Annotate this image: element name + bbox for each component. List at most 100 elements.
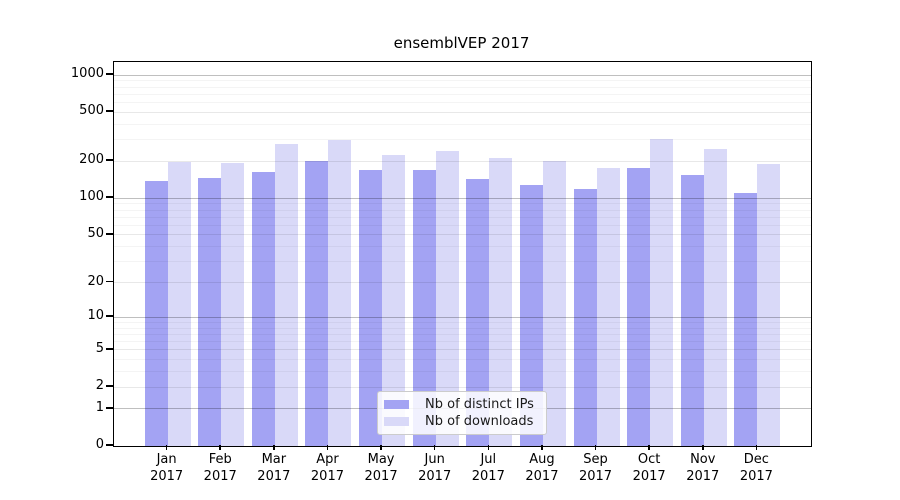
gridline	[114, 349, 811, 351]
gridline	[114, 234, 811, 236]
bar-downloads	[382, 154, 406, 446]
x-tick-label: Mar 2017	[257, 452, 291, 484]
plot-area	[113, 61, 812, 447]
bar-downloads	[328, 139, 352, 446]
y-tick-label: 1000	[70, 66, 104, 82]
x-tick-mark	[326, 445, 329, 450]
gridline	[114, 101, 811, 103]
gridline	[114, 93, 811, 95]
bar-downloads	[757, 163, 781, 446]
x-tick-label: Jan 2017	[150, 452, 184, 484]
bar-downloads	[221, 162, 245, 446]
bar-distinct-ips	[359, 170, 383, 446]
bar-distinct-ips	[519, 185, 543, 446]
y-tick-label: 20	[87, 273, 104, 289]
x-tick-label: Jun 2017	[418, 452, 452, 484]
x-tick-label: May 2017	[364, 452, 398, 484]
x-tick-label: Jul 2017	[471, 452, 505, 484]
bar-distinct-ips	[466, 179, 490, 446]
chart-title: ensemblVEP 2017	[393, 34, 530, 52]
legend-swatch-downloads	[384, 417, 409, 426]
gridline	[114, 111, 811, 113]
gridline	[114, 246, 811, 248]
y-tick-mark	[106, 444, 113, 446]
gridline	[114, 371, 811, 373]
legend-swatch-distinct-ips	[384, 400, 409, 409]
y-tick-mark	[106, 110, 113, 112]
x-tick-mark	[219, 445, 221, 450]
gridline	[114, 321, 811, 323]
y-tick-label: 10	[87, 308, 104, 324]
x-tick-mark	[702, 445, 704, 450]
bar-downloads	[489, 157, 513, 446]
bar-distinct-ips	[305, 160, 329, 446]
x-tick-label: Sep 2017	[578, 452, 613, 484]
legend-item-downloads: Nb of downloads	[384, 413, 546, 430]
y-tick-mark	[106, 315, 113, 317]
y-tick-mark	[106, 407, 113, 409]
x-tick-mark	[165, 445, 168, 450]
gridline	[114, 123, 811, 125]
x-tick-label: Oct 2017	[632, 452, 666, 484]
bar-distinct-ips	[573, 188, 597, 446]
gridline	[114, 86, 811, 88]
x-tick-label: Feb 2017	[203, 452, 237, 484]
y-tick-mark	[106, 196, 113, 198]
y-tick-label: 2	[95, 378, 104, 393]
gridline	[114, 216, 811, 218]
x-tick-mark	[755, 445, 758, 450]
bars-layer	[114, 62, 811, 446]
x-tick-mark	[273, 445, 275, 450]
x-tick-label: Dec 2017	[739, 452, 773, 484]
bar-distinct-ips	[144, 181, 168, 446]
bar-downloads	[703, 148, 727, 446]
bar-downloads	[596, 168, 620, 446]
bar-distinct-ips	[412, 170, 436, 446]
legend: Nb of distinct IPs Nb of downloads	[377, 391, 547, 435]
x-tick-label: Nov 2017	[686, 452, 720, 484]
y-tick-label: 500	[79, 103, 104, 119]
bar-distinct-ips	[198, 178, 222, 446]
legend-label-downloads: Nb of downloads	[425, 414, 534, 429]
gridline	[114, 197, 811, 199]
bar-downloads	[542, 160, 566, 446]
x-tick-mark	[433, 445, 436, 450]
gridline	[114, 80, 811, 82]
legend-label-distinct-ips: Nb of distinct IPs	[425, 397, 534, 412]
y-tick-mark	[106, 348, 113, 350]
bar-downloads	[274, 143, 298, 446]
bar-downloads	[167, 162, 191, 446]
y-tick-mark	[106, 385, 113, 387]
x-tick-mark	[594, 445, 597, 450]
gridline	[114, 327, 811, 329]
y-tick-mark	[106, 280, 113, 283]
gridline	[114, 261, 811, 263]
bar-downloads	[435, 151, 459, 446]
y-tick-label: 5	[95, 340, 104, 356]
x-tick-mark	[380, 445, 382, 450]
y-tick-label: 50	[87, 225, 104, 241]
y-tick-label: 200	[79, 152, 104, 168]
x-tick-mark	[541, 445, 543, 450]
gridline	[114, 316, 811, 318]
x-tick-label: Aug 2017	[525, 452, 559, 484]
y-tick-mark	[106, 159, 113, 161]
gridline	[114, 139, 811, 141]
gridline	[114, 333, 811, 335]
y-tick-label: 0	[95, 437, 104, 452]
gridline	[114, 386, 811, 388]
gridline	[114, 74, 811, 76]
gridline	[114, 224, 811, 226]
bar-distinct-ips	[734, 193, 758, 446]
x-tick-mark	[487, 445, 490, 450]
legend-item-distinct-ips: Nb of distinct IPs	[384, 396, 546, 413]
bar-distinct-ips	[680, 175, 704, 446]
y-tick-mark	[106, 233, 113, 235]
gridline	[114, 203, 811, 205]
gridline	[114, 160, 811, 162]
x-tick-mark	[648, 445, 650, 450]
bar-distinct-ips	[627, 168, 651, 446]
y-tick-label: 100	[79, 189, 104, 205]
gridline	[114, 341, 811, 342]
